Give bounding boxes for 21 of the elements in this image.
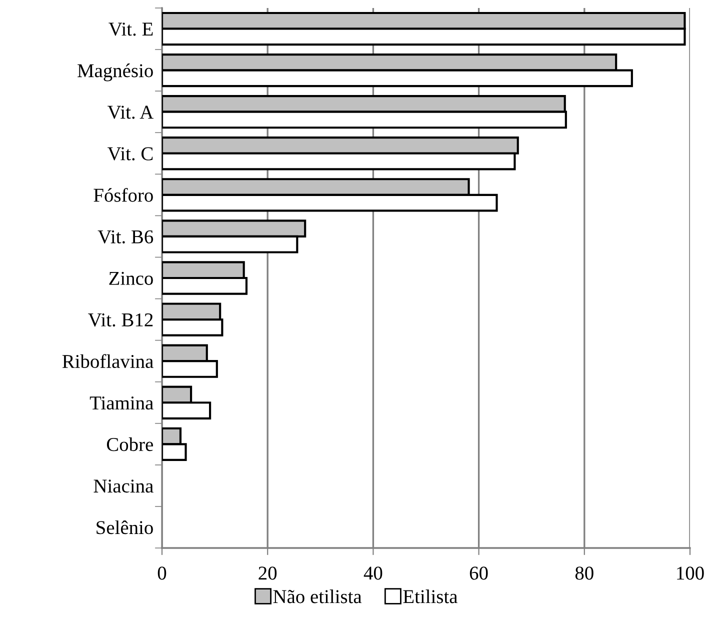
y-tick-label: Cobre: [106, 437, 153, 452]
x-tick-label: 100: [677, 566, 704, 580]
x-tick-label: 40: [364, 566, 382, 580]
x-tick-label: 0: [158, 566, 166, 580]
y-tick-label: Zinco: [109, 272, 153, 285]
y-tick-label: Tiamina: [90, 396, 154, 410]
y-tick-label: Vit. C: [108, 147, 153, 160]
y-tick-label: Magnésio: [78, 64, 153, 82]
y-tick-label: Fósforo: [94, 188, 153, 202]
y-tick-label: Vit. A: [108, 106, 154, 119]
x-tick-label: 80: [575, 566, 594, 580]
y-tick-label: Vit. B6: [98, 230, 154, 244]
y-tick-label: Vit. B12: [88, 313, 153, 327]
y-tick-label: Vit. E: [108, 22, 153, 36]
legend-label: Não etilista: [273, 590, 362, 604]
y-tick-label: Selênio: [96, 520, 153, 534]
x-tick-label: 60: [470, 566, 488, 580]
y-tick-label: Niacina: [94, 480, 154, 493]
legend-label: Etilista: [403, 590, 458, 604]
y-tick-label: Riboflavina: [62, 354, 154, 368]
x-tick-label: 20: [258, 566, 277, 580]
